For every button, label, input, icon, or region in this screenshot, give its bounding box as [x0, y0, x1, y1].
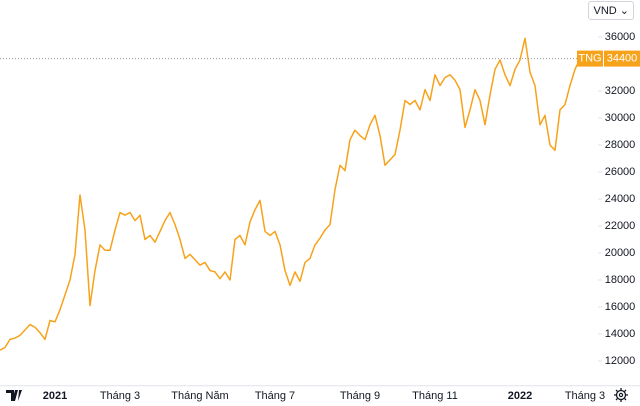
y-tick-label: 36000 [605, 31, 636, 43]
y-tick-label: 30000 [605, 112, 636, 124]
y-tick-label: 20000 [605, 247, 636, 259]
y-tick-label: 32000 [605, 85, 636, 97]
currency: VND [593, 5, 617, 17]
x-tick-label: Tháng 11 [412, 390, 458, 402]
settings-icon[interactable] [614, 388, 628, 402]
ticker-tag [577, 50, 603, 67]
price-line [0, 37, 581, 351]
ticker-label: TNG [578, 53, 601, 65]
logo [6, 390, 22, 401]
currency-selector[interactable]: VND ⌄ [588, 1, 634, 20]
y-tick-label: 12000 [605, 355, 636, 367]
x-tick-label: Tháng Năm [171, 390, 228, 402]
x-tick-label: 2021 [43, 390, 67, 402]
y-tick-label: 16000 [605, 301, 636, 313]
y-tick-label: 18000 [605, 274, 636, 286]
x-tick-label: Tháng 3 [100, 390, 140, 402]
x-tick-label: Tháng 3 [565, 390, 605, 402]
y-tick-label: 28000 [605, 139, 636, 151]
price-label: 34400 [607, 53, 638, 65]
price-tag [604, 50, 640, 67]
y-tick-label: 26000 [605, 166, 636, 178]
y-tick-label: 24000 [605, 193, 636, 205]
x-tick-label: 2022 [508, 390, 532, 402]
x-tick-label: Tháng 7 [255, 390, 295, 402]
y-tick-label: 22000 [605, 220, 636, 232]
y-tick-label: 14000 [605, 328, 636, 340]
x-tick-label: Tháng 9 [340, 390, 380, 402]
